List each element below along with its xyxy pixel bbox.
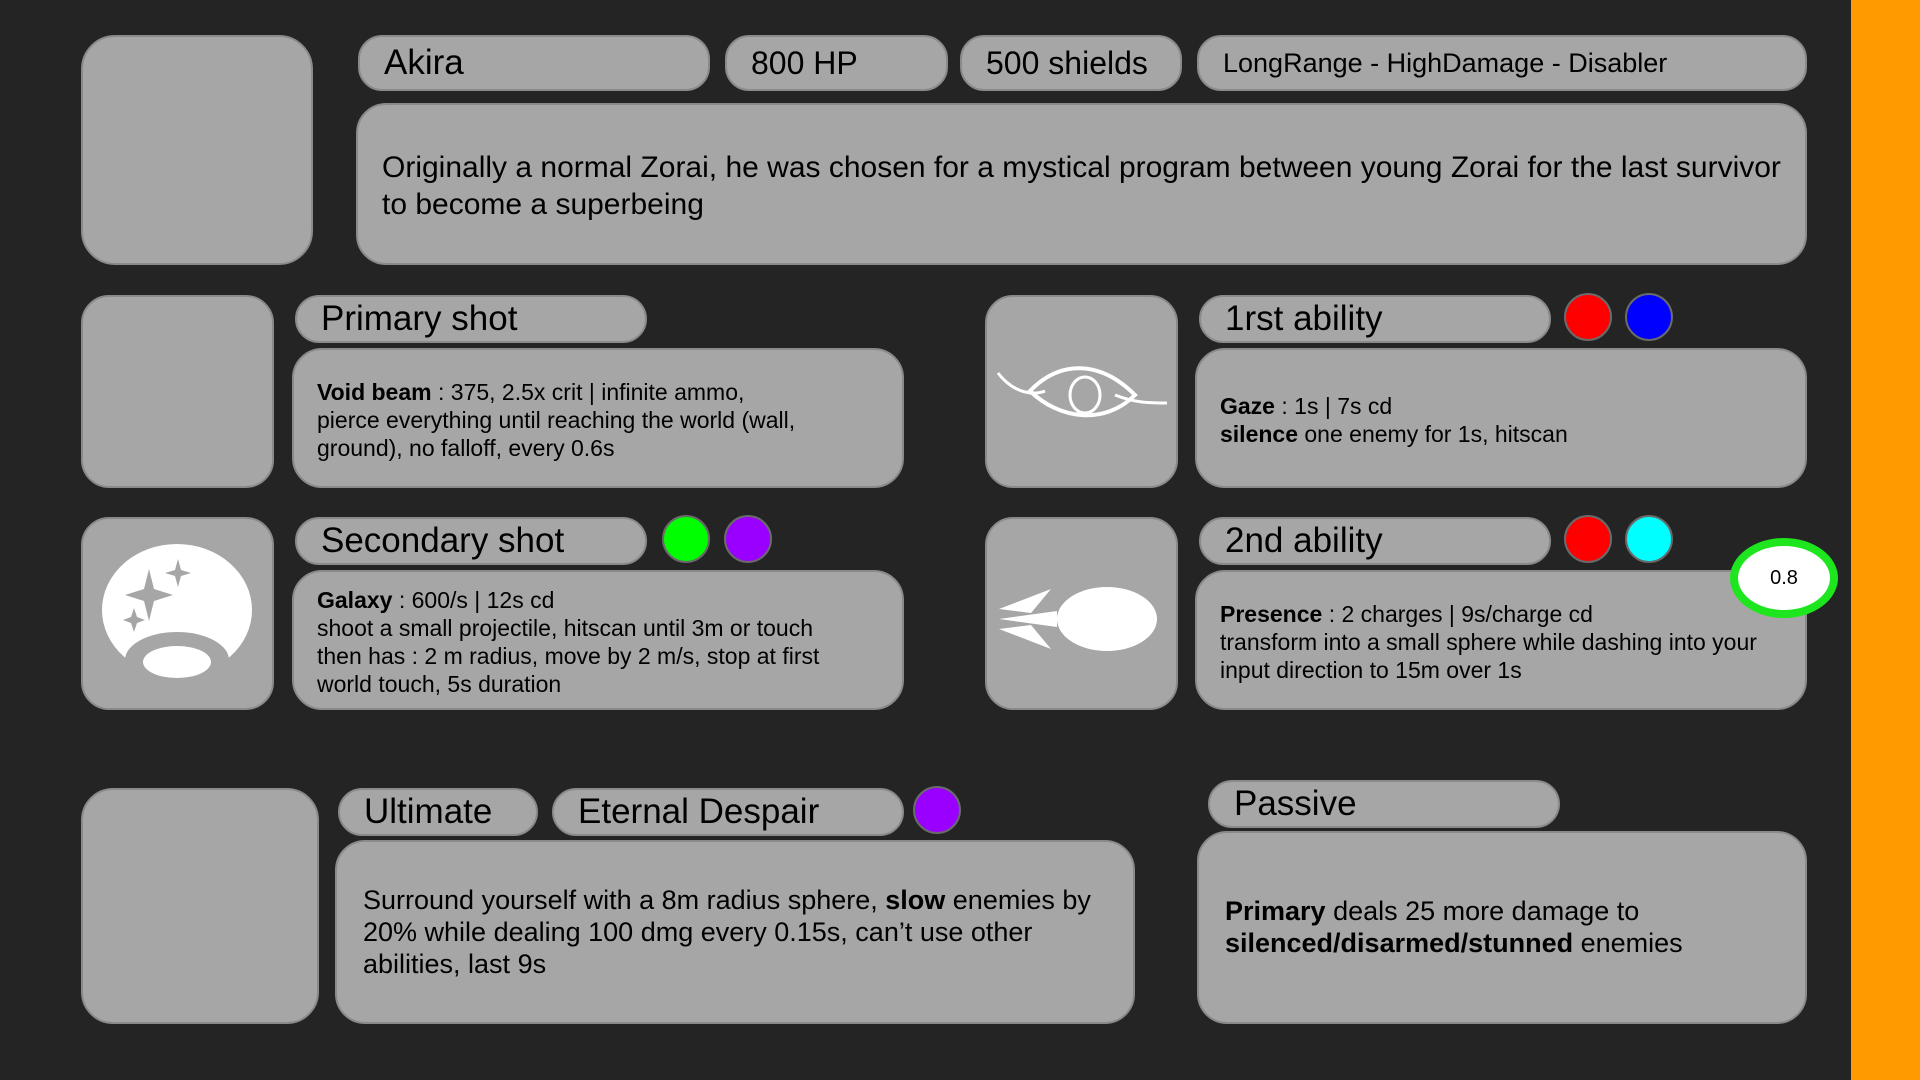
portrait [81,35,313,265]
ability2-line1: : 2 charges | 9s/charge cd [1322,601,1593,627]
secondary-color-purple [724,515,772,563]
primary-panel: Void beam : 375, 2.5x crit | infinite am… [292,348,904,488]
role-tags: LongRange - HighDamage - Disabler [1197,35,1807,91]
ultimate-label: Ultimate [338,788,538,836]
primary-description: Void beam : 375, 2.5x crit | infinite am… [317,378,897,462]
ultimate-line1-b: enemies by [945,885,1091,915]
passive-conditions: silenced/disarmed/stunned [1225,928,1574,958]
ability2-color-red [1564,515,1612,563]
ability2-description: Presence : 2 charges | 9s/charge cd tran… [1220,600,1805,684]
secondary-panel: Galaxy : 600/s | 12s cd shoot a small pr… [292,570,904,710]
primary-title: Primary shot [295,295,647,343]
ultimate-description: Surround yourself with a 8m radius spher… [363,884,1123,980]
passive-description: Primary deals 25 more damage to silenced… [1225,895,1795,959]
ultimate-name: Eternal Despair [552,788,904,836]
ability2-title-text: 2nd ability [1225,521,1383,560]
ability1-effect: silence [1220,421,1298,447]
hp-stat: 800 HP [725,35,948,91]
character-name: Akira [358,35,710,91]
ultimate-line3: abilities, last 9s [363,949,547,979]
primary-line2: pierce everything until reaching the wor… [317,407,796,433]
primary-icon-frame [81,295,274,488]
secondary-description: Galaxy : 600/s | 12s cd shoot a small pr… [317,586,897,698]
ability2-color-cyan [1625,515,1673,563]
value-badge-text: 0.8 [1770,566,1798,589]
secondary-line3: then has : 2 m radius, move by 2 m/s, st… [317,643,820,669]
ability1-title: 1rst ability [1199,295,1551,343]
ability1-title-text: 1rst ability [1225,299,1383,338]
ability2-line3: input direction to 15m over 1s [1220,657,1522,683]
ultimate-slow: slow [885,885,946,915]
secondary-ability-name: Galaxy [317,587,393,613]
secondary-color-green [662,515,710,563]
hp-stat-text: 800 HP [751,44,858,81]
ability1-description: Gaze : 1s | 7s cd silence one enemy for … [1220,392,1800,448]
ability1-color-red [1564,293,1612,341]
secondary-line4: world touch, 5s duration [317,671,562,697]
ability2-title: 2nd ability [1199,517,1551,565]
primary-line3: ground), no falloff, every 0.6s [317,435,615,461]
ultimate-color-purple [913,786,961,834]
ultimate-icon-frame [81,788,319,1024]
accent-sidebar [1851,0,1920,1080]
ability1-panel: Gaze : 1s | 7s cd silence one enemy for … [1195,348,1807,488]
ability1-ability-name: Gaze [1220,393,1275,419]
passive-line2: enemies [1573,928,1683,958]
ultimate-label-text: Ultimate [364,792,493,831]
shields-stat-text: 500 shields [986,44,1148,81]
ability2-panel: Presence : 2 charges | 9s/charge cd tran… [1195,570,1807,710]
lore-panel: Originally a normal Zorai, he was chosen… [356,103,1807,265]
ultimate-line2: 20% while dealing 100 dmg every 0.15s, c… [363,917,1033,947]
dash-sphere-icon [999,587,1157,651]
ability2-ability-name: Presence [1220,601,1323,627]
secondary-title: Secondary shot [295,517,647,565]
primary-ability-name: Void beam [317,379,432,405]
galaxy-icon [102,544,252,688]
ability1-color-blue [1625,293,1673,341]
ability2-icon-frame [985,517,1178,710]
passive-panel: Primary deals 25 more damage to silenced… [1197,831,1807,1024]
ultimate-line1-a: Surround yourself with a 8m radius spher… [363,885,886,915]
ability1-icon-frame [985,295,1178,488]
primary-line1: : 375, 2.5x crit | infinite ammo, [431,379,745,405]
primary-title-text: Primary shot [321,299,518,338]
passive-line1: deals 25 more damage to [1325,896,1640,926]
ability1-line2: one enemy for 1s, hitscan [1298,421,1568,447]
ability1-line1: : 1s | 7s cd [1274,393,1393,419]
ultimate-name-text: Eternal Despair [578,792,820,831]
secondary-line2: shoot a small projectile, hitscan until … [317,615,814,641]
value-badge: 0.8 [1730,538,1838,618]
role-tags-text: LongRange - HighDamage - Disabler [1223,47,1668,78]
eye-icon [996,366,1168,418]
secondary-icon-frame [81,517,274,710]
ultimate-panel: Surround yourself with a 8m radius spher… [335,840,1135,1024]
passive-primary: Primary [1225,896,1326,926]
passive-title: Passive [1208,780,1560,828]
ability2-line2: transform into a small sphere while dash… [1220,629,1757,655]
secondary-title-text: Secondary shot [321,521,565,560]
secondary-line1: : 600/s | 12s cd [392,587,555,613]
lore-text: Originally a normal Zorai, he was chosen… [382,151,1781,221]
character-name-text: Akira [384,43,464,82]
shields-stat: 500 shields [960,35,1182,91]
passive-title-text: Passive [1234,784,1357,823]
